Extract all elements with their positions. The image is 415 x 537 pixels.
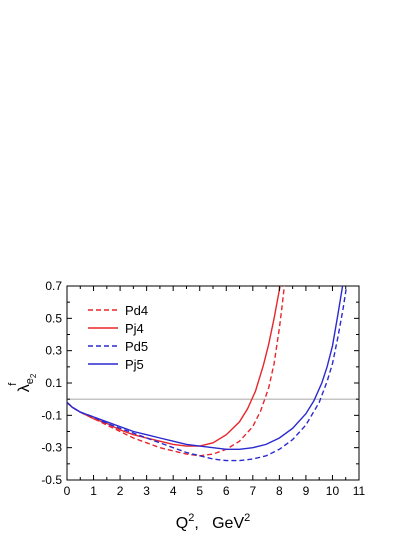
x-axis-title-unit: GeV <box>212 515 244 532</box>
y-tick-label: 0.5 <box>45 311 62 325</box>
legend-label: Pd4 <box>125 303 148 318</box>
y-tick-label: 0.3 <box>45 344 62 358</box>
plot-frame <box>66 285 360 481</box>
y-axis-title-sub: e <box>24 378 36 384</box>
x-tick-label: 5 <box>196 484 203 498</box>
x-tick-label: 8 <box>276 484 283 498</box>
x-tick-label: 2 <box>117 484 124 498</box>
legend-label: Pd5 <box>125 339 148 354</box>
x-tick-label: 0 <box>64 484 71 498</box>
x-axis-title-unit-sup: 2 <box>244 512 250 524</box>
x-tick-label: 3 <box>143 484 150 498</box>
y-axis-title-sup: f <box>7 382 19 386</box>
x-axis-title: Q2, GeV2 <box>176 512 251 532</box>
x-tick-label: 9 <box>303 484 310 498</box>
x-tick-label: 6 <box>223 484 230 498</box>
series-line-pj4 <box>67 286 281 447</box>
y-tick-label: -0.5 <box>41 473 62 487</box>
y-axis-title-subsub: 2 <box>29 373 38 378</box>
y-tick-label: -0.1 <box>41 408 62 422</box>
x-axis-title-sup: 2 <box>188 512 194 524</box>
legend-label: Pj4 <box>125 321 144 336</box>
series-group <box>67 286 348 462</box>
x-tick-label: 1 <box>90 484 97 498</box>
x-axis-title-base: Q <box>176 515 188 532</box>
legend-label: Pj5 <box>125 357 144 372</box>
series-line-pj5 <box>67 286 344 450</box>
y-axis-title-base: λ <box>16 384 33 392</box>
x-tick-label: 10 <box>326 484 340 498</box>
x-axis-title-sep: , <box>194 515 212 532</box>
y-tick-label: 0.7 <box>45 279 62 293</box>
x-tick-label: 4 <box>170 484 177 498</box>
x-tick-label: 11 <box>353 484 366 498</box>
y-axis-title: λe2 f <box>7 373 38 392</box>
x-tick-label: 7 <box>249 484 256 498</box>
axes-group: 0 1 2 3 4 5 6 7 8 9 10 11 -0.5 -0.3 -0.1 0.1 0.3 0.5 0.7 <box>41 279 365 498</box>
series-line-pd5 <box>67 286 348 462</box>
series-line-pd4 <box>67 286 286 457</box>
y-tick-label: 0.1 <box>45 376 62 390</box>
y-tick-label: -0.3 <box>41 441 62 455</box>
legend: Pd4 Pj4 Pd5 Pj5 <box>88 303 148 372</box>
